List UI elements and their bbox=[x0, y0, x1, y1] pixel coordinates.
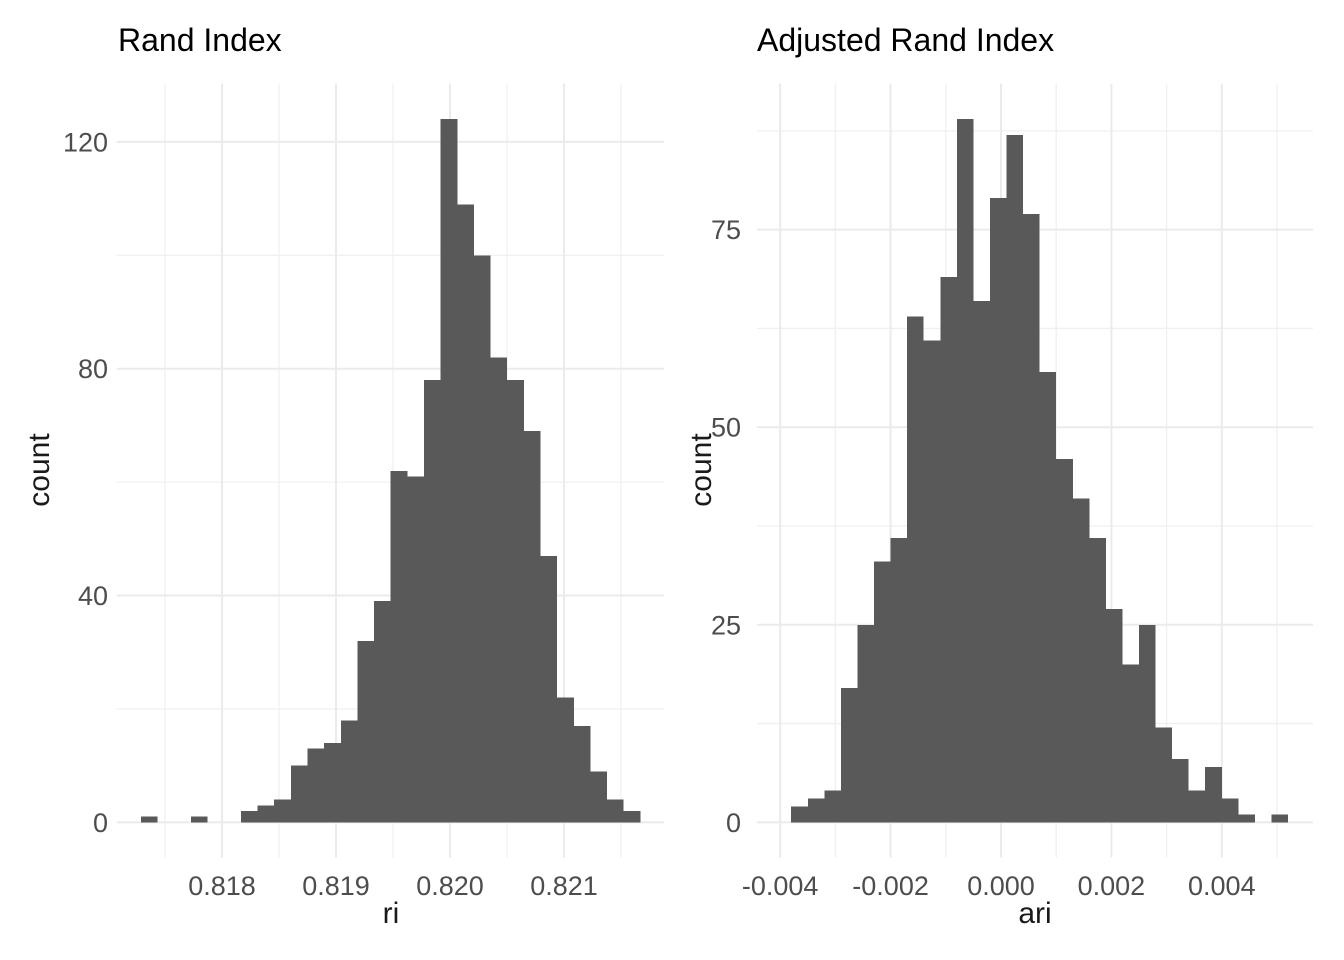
y-tick-label: 75 bbox=[711, 215, 741, 245]
x-tick-label: -0.004 bbox=[742, 871, 819, 901]
histogram-bar bbox=[540, 555, 558, 823]
histogram-bar bbox=[1089, 537, 1106, 823]
histogram-bar bbox=[890, 537, 908, 823]
right-plot-title: Adjusted Rand Index bbox=[757, 22, 1055, 58]
histogram-bar bbox=[1105, 608, 1123, 823]
y-tick-label: 120 bbox=[63, 127, 108, 157]
x-tick-label: 0.000 bbox=[967, 871, 1035, 901]
histogram-bar bbox=[407, 476, 425, 823]
left-y-axis-title: count bbox=[23, 433, 56, 507]
histogram-bar bbox=[1155, 727, 1173, 823]
histogram-bar bbox=[874, 561, 891, 823]
histogram-bar bbox=[473, 255, 491, 823]
histogram-bar bbox=[274, 799, 291, 823]
y-tick-label: 40 bbox=[78, 581, 108, 611]
y-tick-label: 80 bbox=[78, 354, 108, 384]
histogram-bar bbox=[1122, 664, 1140, 823]
histogram-bar bbox=[907, 316, 924, 823]
histogram-bar bbox=[807, 798, 825, 823]
left-plot-title: Rand Index bbox=[118, 22, 282, 58]
panel-left: 0.818 0.819 0.820 0.821 0 40 80 120 bbox=[63, 83, 665, 901]
panel-right: -0.004 -0.002 0.000 0.002 0.004 0 25 50 75 bbox=[711, 83, 1313, 901]
histogram-bar bbox=[340, 720, 358, 823]
histogram-bar bbox=[390, 470, 408, 823]
histogram-bar bbox=[290, 765, 308, 823]
histogram-bar bbox=[623, 811, 641, 823]
histogram-bar bbox=[1188, 790, 1206, 823]
histogram-bar bbox=[523, 431, 541, 823]
y-tick-label: 0 bbox=[726, 808, 741, 838]
histogram-bar bbox=[357, 640, 375, 823]
y-tick-label: 50 bbox=[711, 413, 741, 443]
histogram-bar bbox=[956, 119, 974, 823]
histogram-bar bbox=[240, 811, 258, 823]
histogram-bar bbox=[940, 277, 957, 823]
histogram-bar bbox=[257, 805, 275, 823]
histogram-bar bbox=[857, 624, 875, 823]
right-x-axis-title: ari bbox=[1018, 897, 1052, 930]
histogram-bar bbox=[791, 806, 808, 823]
right-y-axis-title: count bbox=[685, 433, 718, 507]
histogram-bar bbox=[573, 725, 591, 823]
x-tick-label: 0.002 bbox=[1078, 871, 1146, 901]
x-tick-label: -0.002 bbox=[852, 871, 929, 901]
histogram-bar bbox=[1039, 371, 1057, 823]
x-tick-label: 0.818 bbox=[188, 871, 256, 901]
histogram-bar bbox=[1056, 458, 1073, 823]
histogram-bar bbox=[507, 380, 524, 823]
histogram-bar bbox=[1221, 798, 1239, 823]
histogram-bar bbox=[590, 771, 608, 823]
x-tick-label: 0.819 bbox=[302, 871, 370, 901]
histogram-bar bbox=[1072, 498, 1090, 823]
histogram-bar bbox=[374, 601, 391, 823]
histogram-bar bbox=[840, 688, 858, 823]
histogram-bar bbox=[989, 198, 1007, 823]
histogram-bar bbox=[457, 204, 474, 823]
histogram-bar bbox=[141, 816, 158, 823]
x-tick-label: 0.820 bbox=[416, 871, 484, 901]
histogram-bar bbox=[607, 799, 624, 823]
histogram-bar bbox=[1205, 767, 1222, 823]
histogram-bar bbox=[307, 748, 325, 823]
histogram-bar bbox=[1006, 134, 1024, 823]
y-tick-label: 0 bbox=[93, 808, 108, 838]
histogram-bar bbox=[824, 790, 841, 823]
histogram-bar bbox=[1172, 759, 1189, 823]
histogram-bar bbox=[490, 357, 508, 823]
left-x-axis-title: ri bbox=[382, 897, 400, 930]
histogram-bar bbox=[424, 380, 441, 823]
histogram-bar bbox=[923, 340, 941, 823]
histogram-bar bbox=[1139, 624, 1156, 823]
histogram-bar bbox=[191, 816, 208, 823]
histogram-bar bbox=[1238, 814, 1255, 823]
x-tick-label: 0.821 bbox=[530, 871, 598, 901]
x-tick-label: 0.004 bbox=[1188, 871, 1256, 901]
histogram-bar bbox=[1023, 213, 1040, 823]
histogram-bar bbox=[1271, 814, 1289, 823]
histogram-bar bbox=[324, 742, 341, 823]
histogram-bar bbox=[973, 300, 990, 823]
histogram-bar bbox=[557, 697, 574, 823]
y-tick-label: 25 bbox=[711, 610, 741, 640]
histogram-bar bbox=[440, 119, 458, 823]
